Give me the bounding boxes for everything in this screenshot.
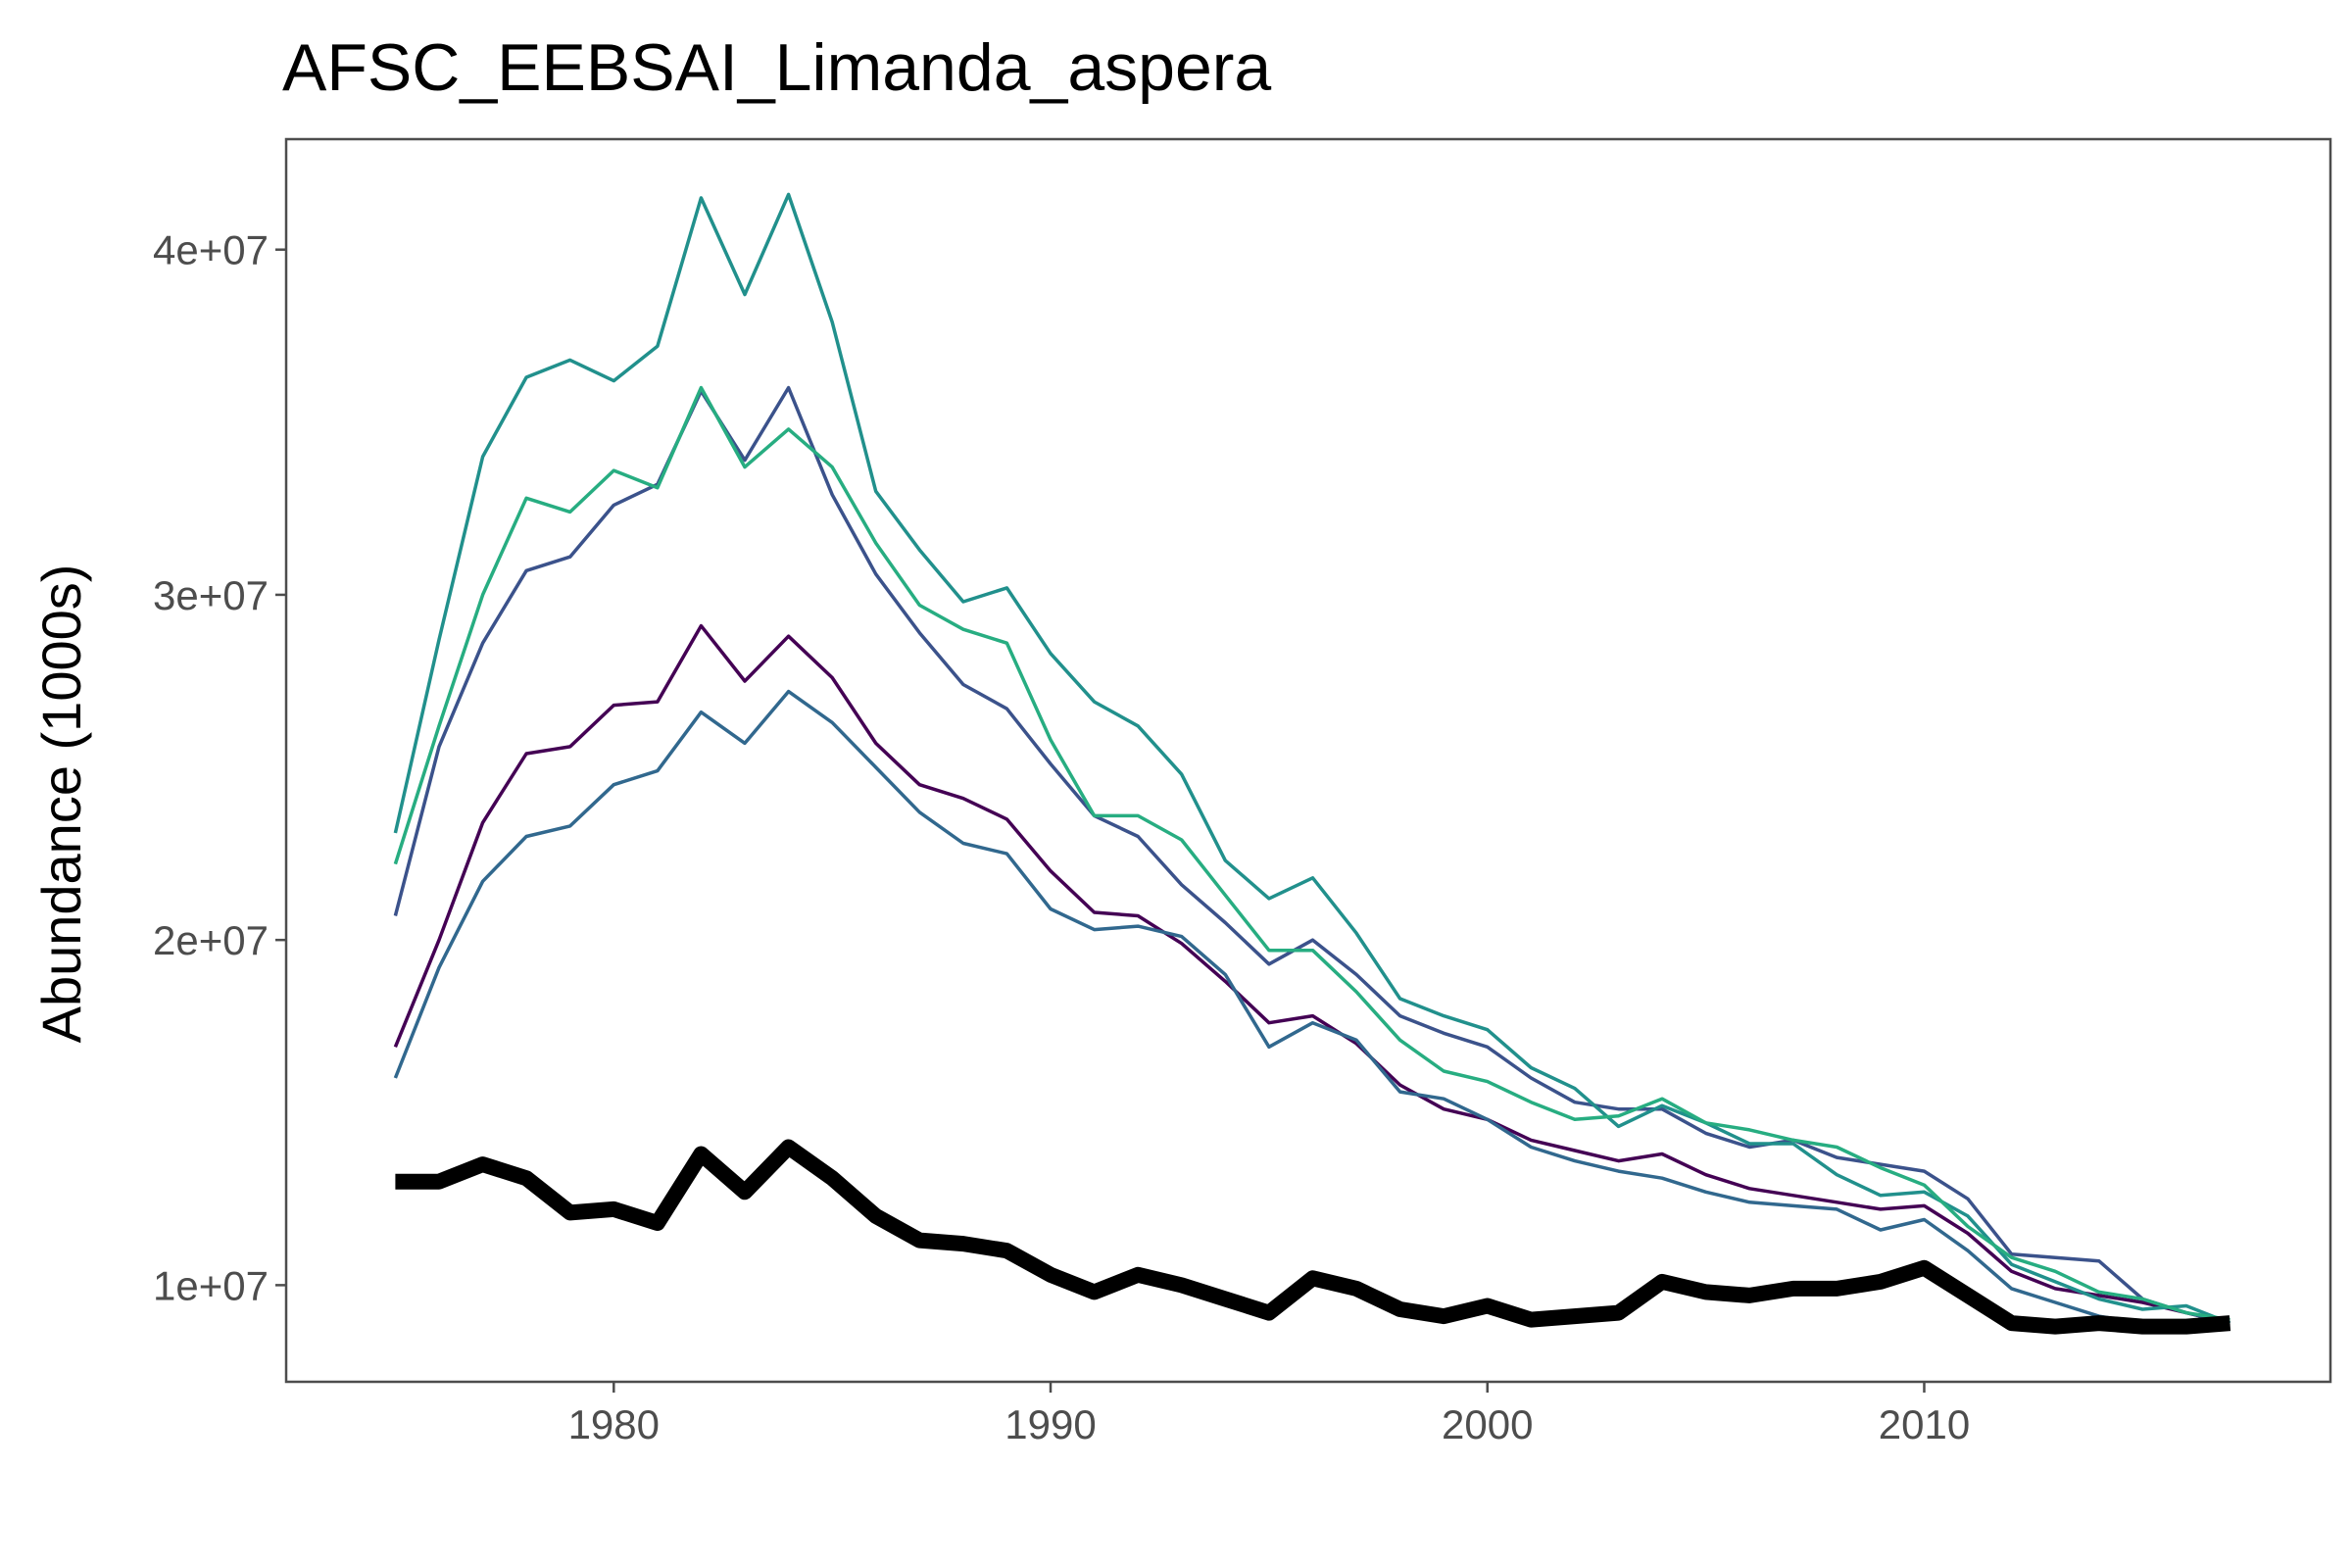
series-line-5: [393, 385, 2230, 1322]
series-line-4: [393, 192, 2231, 1325]
series-lines: [393, 192, 2231, 1335]
series-line-2: [393, 385, 2230, 1325]
x-tick-label: 2010: [1879, 1401, 1970, 1447]
x-tick-label: 1980: [568, 1401, 660, 1447]
plot-panel-border: [284, 137, 2332, 1384]
axes: 1980 1990 2000 2010 1e+07 2e+07 3e+07 4e+07: [153, 227, 1970, 1447]
y-tick-label: 4e+07: [153, 227, 269, 273]
x-tick-label: 1990: [1004, 1401, 1096, 1447]
chart-title: AFSC_EEBSAI_Limanda_aspera: [282, 30, 1271, 105]
y-tick-label: 3e+07: [153, 572, 269, 618]
series-line-6: [395, 1139, 2231, 1335]
y-tick-label: 2e+07: [153, 917, 269, 963]
series-line-1: [393, 623, 2230, 1325]
y-tick-label: 1e+07: [153, 1262, 269, 1308]
series-line-3: [393, 689, 2230, 1329]
y-axis-title: Abundance (1000s): [30, 564, 92, 1044]
x-tick-label: 2000: [1442, 1401, 1533, 1447]
